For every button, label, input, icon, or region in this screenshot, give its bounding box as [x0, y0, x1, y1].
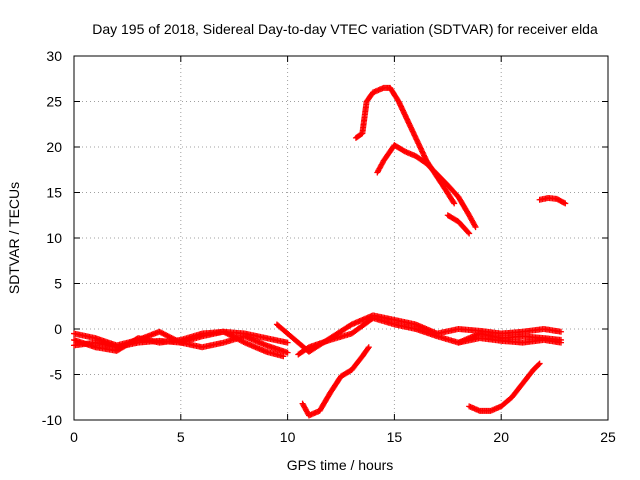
- series-arc-e: [295, 315, 565, 358]
- data-point: [364, 345, 371, 352]
- data-point: [466, 230, 473, 237]
- data-point: [284, 349, 291, 356]
- data-point: [365, 344, 372, 351]
- axis-ticks: [73, 55, 609, 421]
- y-tick-label: 25: [46, 94, 62, 110]
- x-tick-label: 0: [70, 429, 78, 445]
- x-tick-labels: 0 5 10 15 20 25: [70, 429, 616, 445]
- data-point: [450, 199, 457, 206]
- data-point: [535, 361, 542, 368]
- series-arc-f: [455, 335, 565, 346]
- y-tick-label: 5: [54, 276, 62, 292]
- series-tail-2: [536, 194, 569, 207]
- series-peak-2: [374, 142, 479, 231]
- y-tick-label: -5: [50, 367, 63, 383]
- y-tick-label: 0: [54, 321, 62, 337]
- data-point: [240, 338, 247, 345]
- y-tick-label: 10: [46, 230, 62, 246]
- x-axis-label: GPS time / hours: [287, 457, 394, 473]
- series-arc-c: [71, 328, 287, 360]
- data-point: [558, 328, 565, 335]
- data-point: [558, 339, 565, 346]
- x-tick-label: 25: [600, 429, 616, 445]
- x-tick-label: 15: [387, 429, 403, 445]
- y-tick-label: 30: [46, 48, 62, 64]
- data-point: [472, 224, 479, 231]
- series-rise-1: [299, 344, 372, 419]
- data-point: [280, 353, 287, 360]
- data-point: [562, 200, 569, 207]
- y-tick-label: 15: [46, 185, 62, 201]
- x-tick-label: 20: [493, 429, 509, 445]
- data-markers: [71, 84, 569, 419]
- series-tail-1: [444, 212, 473, 237]
- data-point: [451, 200, 458, 207]
- data-point: [465, 229, 472, 236]
- x-tick-label: 10: [280, 429, 296, 445]
- chart-title: Day 195 of 2018, Sidereal Day-to-day VTE…: [92, 21, 598, 37]
- data-point: [536, 360, 543, 367]
- series-peak-1: [352, 84, 458, 207]
- y-axis-label: SDTVAR / TECUs: [6, 182, 22, 294]
- data-point: [471, 222, 478, 229]
- y-tick-label: 20: [46, 139, 62, 155]
- grid-lines: [74, 56, 608, 420]
- series-rise-2: [466, 360, 543, 414]
- y-tick-labels: -10 -5 0 5 10 15 20 25 30: [42, 48, 62, 428]
- y-tick-label: -10: [42, 412, 62, 428]
- x-tick-label: 5: [177, 429, 185, 445]
- data-point: [284, 339, 291, 346]
